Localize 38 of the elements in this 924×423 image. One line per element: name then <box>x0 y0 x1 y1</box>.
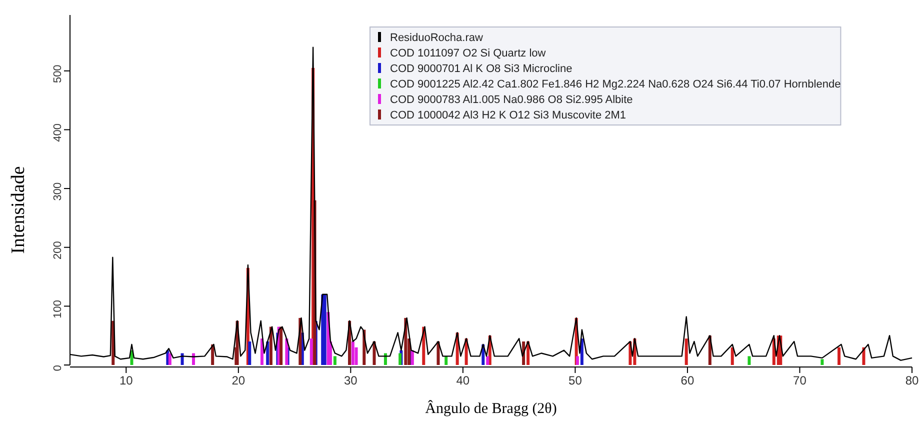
y-tick-label: 0 <box>52 364 64 372</box>
bar <box>310 338 313 365</box>
bar <box>333 356 336 365</box>
bar <box>576 356 579 365</box>
y-tick-label: 300 <box>52 182 64 201</box>
bar <box>398 353 402 365</box>
bar <box>248 341 252 365</box>
legend-label: COD 9001225 Al2.42 Ca1.802 Fe1.846 H2 Mg2.224 Na0.628 O24 Si6.44 Ti0.07 Hornblende <box>390 78 841 90</box>
y-axis-title: Intensidade <box>8 166 29 254</box>
x-tick-label: 10 <box>119 374 134 388</box>
legend-label: COD 9000783 Al1.005 Na0.986 O8 Si2.995 Albite <box>390 94 633 106</box>
bar <box>280 326 283 365</box>
y-tick-label: 400 <box>52 124 64 142</box>
bar <box>168 353 172 365</box>
y-tick-label: 100 <box>52 300 64 318</box>
legend-label: COD 1000042 Al3 H2 K O12 Si3 Muscovite 2M1 <box>390 110 626 122</box>
x-tick-label: 60 <box>680 374 694 388</box>
y-tick-label: 200 <box>52 241 64 260</box>
legend-label: COD 9000701 Al K O8 Si3 Microcline <box>390 63 572 75</box>
x-tick-label: 30 <box>344 374 358 388</box>
bar <box>285 338 288 365</box>
bar <box>730 347 734 365</box>
bar <box>351 341 354 365</box>
x-axis-title: Ângulo de Bragg (2θ) <box>425 400 557 417</box>
legend-label: COD 1011097 O2 Si Quartz low <box>390 48 546 60</box>
x-tick-label: 70 <box>793 374 807 388</box>
x-tick-label: 20 <box>232 374 246 388</box>
x-tick-label: 40 <box>456 374 470 388</box>
bar <box>748 356 751 365</box>
x-tick-label: 80 <box>905 374 919 388</box>
y-tick-label: 500 <box>52 64 64 84</box>
bar <box>580 338 584 365</box>
legend-label: ResiduoRocha.raw <box>390 32 483 44</box>
bar <box>684 338 688 365</box>
bar <box>486 356 490 365</box>
bar <box>838 347 841 365</box>
bar <box>820 359 824 365</box>
x-tick-label: 50 <box>568 374 582 388</box>
